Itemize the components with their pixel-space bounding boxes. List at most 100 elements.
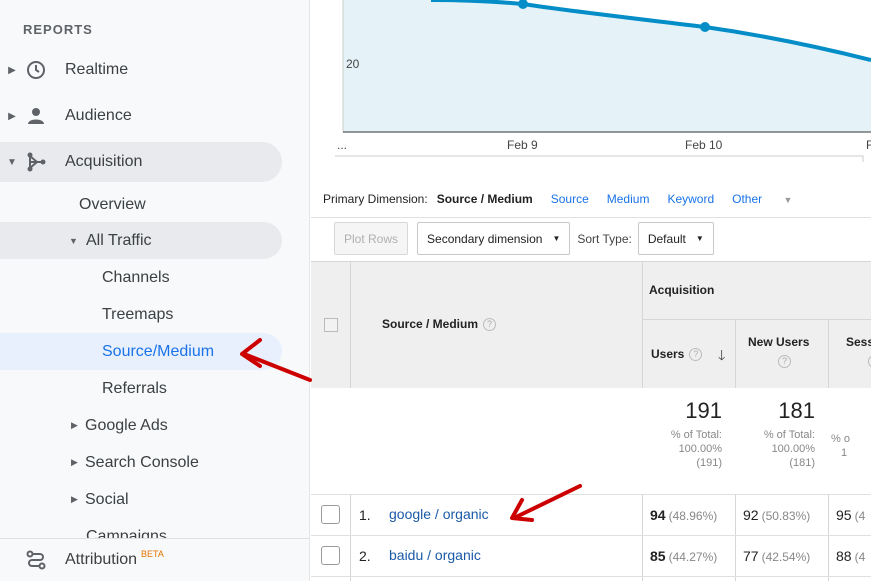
sidebar-item-label: Google Ads	[85, 416, 168, 434]
chart-y-tick: 20	[346, 57, 360, 71]
plot-rows-button[interactable]: Plot Rows	[334, 222, 409, 255]
source-medium-column-header[interactable]: Source / Medium?	[382, 317, 497, 332]
sessions-cell: 88 (4	[836, 548, 865, 564]
chart-x-tick: F	[866, 138, 871, 152]
users-total: 191 % of Total: 100.00% (191)	[642, 398, 722, 470]
sidebar-item-source-medium[interactable]: Source/Medium	[0, 333, 282, 370]
sessions-pct: (4	[854, 509, 866, 523]
new-users-total-abs: (181)	[789, 457, 815, 469]
sort-type-dropdown[interactable]: Default ▼	[637, 222, 714, 255]
sidebar-item-label: Audience	[65, 107, 132, 124]
attribution-icon	[24, 548, 48, 572]
users-total-pct-label: % of Total:	[670, 429, 722, 441]
column-header-label: Source / Medium	[382, 317, 479, 331]
sidebar-item-search-console[interactable]: ▶ Search Console	[71, 444, 199, 481]
sidebar-item-channels[interactable]: Channels	[102, 268, 170, 286]
users-value: 94	[650, 507, 666, 523]
primary-dimension-bar: Primary Dimension: Source / Medium Sourc…	[323, 192, 828, 206]
report-main: 20 ... Feb 9 Feb 10 F Primary Dimension:…	[311, 0, 871, 581]
person-icon	[24, 104, 48, 128]
table-row: 2. baidu / organic 85 (44.27%) 77 (42.54%)…	[311, 536, 871, 577]
sidebar-item-referrals[interactable]: Referrals	[102, 379, 167, 397]
caret-right-icon: ▶	[71, 420, 78, 430]
totals-row: 191 % of Total: 100.00% (191) 181 % of T…	[311, 388, 871, 495]
secondary-dimension-dropdown[interactable]: Secondary dimension ▼	[417, 222, 571, 255]
chart-point-feb9	[518, 0, 528, 9]
new-users-total-value: 181	[778, 398, 815, 423]
help-icon[interactable]: ?	[689, 348, 703, 362]
sidebar-item-label: All Traffic	[86, 231, 152, 249]
users-cell: 85 (44.27%)	[650, 548, 717, 564]
chevron-down-icon: ▼	[695, 234, 704, 243]
help-icon[interactable]: ?	[483, 318, 497, 332]
caret-right-icon: ▶	[71, 457, 78, 467]
sidebar-item-label: Realtime	[65, 61, 129, 78]
dimension-source-medium: Source / Medium	[436, 192, 533, 206]
new-users-value: 77	[743, 548, 759, 564]
sessions-column-header[interactable]: Sess	[846, 335, 871, 349]
sessions-total-pct-value: 1	[841, 447, 848, 459]
sidebar-item-realtime[interactable]: ▶ Realtime	[0, 50, 282, 90]
dimension-source-link[interactable]: Source	[550, 192, 589, 206]
new-users-cell: 92 (50.83%)	[743, 507, 810, 523]
sidebar-item-all-traffic[interactable]: ▼ All Traffic	[0, 222, 282, 259]
new-users-pct: (42.54%)	[761, 550, 811, 564]
dimension-medium-link[interactable]: Medium	[606, 192, 650, 206]
table-row: 1. google / organic 94 (48.96%) 92 (50.83%…	[311, 495, 871, 536]
chart-x-tick: ...	[337, 138, 347, 152]
new-users-cell: 77 (42.54%)	[743, 548, 810, 564]
caret-right-icon: ▶	[8, 64, 16, 76]
row-checkbox[interactable]	[321, 546, 340, 565]
caret-right-icon: ▶	[8, 110, 16, 122]
sidebar-item-acquisition[interactable]: ▼ Acquisition	[0, 142, 282, 182]
users-total-abs: (191)	[696, 457, 722, 469]
dimension-other-dropdown[interactable]: Other ▼	[732, 192, 810, 206]
sessions-total-pct-label: % o	[831, 433, 850, 445]
caret-right-icon: ▶	[71, 494, 78, 504]
users-value: 85	[650, 548, 666, 564]
users-column-header[interactable]: Users?	[651, 347, 703, 362]
dimension-keyword-link[interactable]: Keyword	[667, 192, 715, 206]
reports-sidebar: REPORTS ▶ Realtime ▶ Audience ▼ Acquisit…	[0, 0, 310, 581]
secondary-dimension-label: Secondary dimension	[427, 231, 543, 246]
sidebar-item-overview[interactable]: Overview	[79, 195, 146, 213]
chart-point-feb10	[700, 22, 710, 32]
row-index: 1.	[359, 507, 371, 523]
table-header: Acquisition Source / Medium? Users? 🡓 Ne…	[311, 261, 871, 581]
reports-section-title: REPORTS	[23, 22, 93, 37]
chart-x-tick: Feb 10	[685, 138, 723, 152]
sidebar-item-social[interactable]: ▶ Social	[71, 481, 129, 518]
chart-area-fill	[343, 0, 871, 132]
chart-series-line	[430, 0, 871, 62]
users-pct: (44.27%)	[668, 550, 718, 564]
source-medium-link[interactable]: google / organic	[389, 506, 489, 522]
sort-descending-icon: 🡓	[718, 347, 726, 363]
new-users-value: 92	[743, 507, 759, 523]
new-users-column-header[interactable]: New Users	[748, 335, 810, 349]
new-users-total-pct-label: % of Total:	[763, 429, 815, 441]
sessions-value: 88	[836, 548, 852, 564]
chart-x-tick: Feb 9	[507, 138, 538, 152]
users-pct: (48.96%)	[668, 509, 718, 523]
source-medium-link[interactable]: baidu / organic	[389, 547, 481, 563]
sidebar-item-treemaps[interactable]: Treemaps	[102, 305, 174, 323]
sessions-total: % o 1	[831, 428, 871, 460]
table-toolbar: Plot Rows Secondary dimension ▼ Sort Typ…	[334, 222, 714, 255]
sessions-value: 95	[836, 507, 852, 523]
row-checkbox[interactable]	[321, 505, 340, 524]
help-icon[interactable]: ?	[778, 355, 791, 368]
users-total-value: 191	[685, 398, 722, 423]
sidebar-item-audience[interactable]: ▶ Audience	[0, 96, 282, 136]
select-all-checkbox[interactable]	[324, 318, 338, 332]
sidebar-item-label: Acquisition	[65, 153, 143, 170]
acquisition-icon	[24, 150, 48, 174]
sidebar-item-label: Social	[85, 490, 129, 508]
row-index: 2.	[359, 548, 371, 564]
new-users-total-pct-value: 100.00%	[771, 443, 815, 455]
header-divider	[642, 319, 871, 320]
users-line-chart: 20 ... Feb 9 Feb 10 F	[335, 0, 871, 162]
sidebar-item-attribution[interactable]: Attribution BETA	[0, 538, 309, 581]
sidebar-item-label: Search Console	[85, 453, 199, 471]
primary-dimension-label: Primary Dimension:	[323, 192, 428, 206]
sidebar-item-google-ads[interactable]: ▶ Google Ads	[71, 407, 168, 444]
